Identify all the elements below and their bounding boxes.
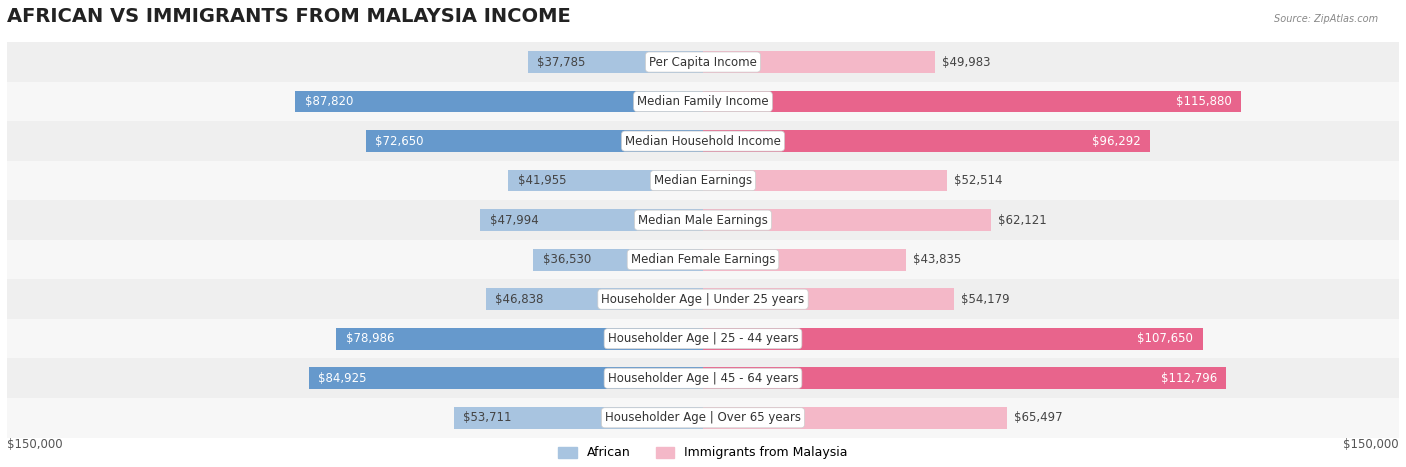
Bar bbox=[703, 368, 1226, 389]
Text: $87,820: $87,820 bbox=[305, 95, 353, 108]
Bar bbox=[533, 249, 703, 270]
Text: AFRICAN VS IMMIGRANTS FROM MALAYSIA INCOME: AFRICAN VS IMMIGRANTS FROM MALAYSIA INCO… bbox=[7, 7, 571, 27]
Text: $52,514: $52,514 bbox=[953, 174, 1002, 187]
Bar bbox=[7, 121, 1399, 161]
Bar bbox=[485, 288, 703, 310]
Text: $53,711: $53,711 bbox=[463, 411, 512, 425]
Bar bbox=[366, 130, 703, 152]
Text: $150,000: $150,000 bbox=[7, 438, 63, 451]
Bar bbox=[7, 200, 1399, 240]
Bar bbox=[7, 161, 1399, 200]
Text: $43,835: $43,835 bbox=[914, 253, 962, 266]
Bar bbox=[309, 368, 703, 389]
Bar bbox=[703, 249, 907, 270]
Legend: African, Immigrants from Malaysia: African, Immigrants from Malaysia bbox=[553, 441, 853, 465]
Bar bbox=[7, 240, 1399, 279]
Text: Per Capita Income: Per Capita Income bbox=[650, 56, 756, 69]
Text: $36,530: $36,530 bbox=[543, 253, 591, 266]
Text: $54,179: $54,179 bbox=[962, 293, 1010, 306]
Text: $37,785: $37,785 bbox=[537, 56, 585, 69]
Bar bbox=[703, 328, 1202, 350]
Bar bbox=[7, 319, 1399, 359]
Text: Householder Age | Under 25 years: Householder Age | Under 25 years bbox=[602, 293, 804, 306]
Text: Householder Age | 25 - 44 years: Householder Age | 25 - 44 years bbox=[607, 332, 799, 345]
Bar bbox=[703, 170, 946, 191]
Bar bbox=[295, 91, 703, 113]
Text: $84,925: $84,925 bbox=[318, 372, 367, 385]
Text: $112,796: $112,796 bbox=[1161, 372, 1218, 385]
Bar bbox=[7, 42, 1399, 82]
Text: $72,650: $72,650 bbox=[375, 134, 423, 148]
Text: Median Female Earnings: Median Female Earnings bbox=[631, 253, 775, 266]
Bar bbox=[703, 209, 991, 231]
Bar bbox=[336, 328, 703, 350]
Text: $46,838: $46,838 bbox=[495, 293, 543, 306]
Text: $115,880: $115,880 bbox=[1175, 95, 1232, 108]
Text: Median Earnings: Median Earnings bbox=[654, 174, 752, 187]
Text: Median Family Income: Median Family Income bbox=[637, 95, 769, 108]
Text: $107,650: $107,650 bbox=[1137, 332, 1194, 345]
Bar bbox=[703, 407, 1007, 429]
Text: $150,000: $150,000 bbox=[1343, 438, 1399, 451]
Text: Median Male Earnings: Median Male Earnings bbox=[638, 213, 768, 226]
Bar bbox=[7, 398, 1399, 438]
Text: $47,994: $47,994 bbox=[489, 213, 538, 226]
Bar bbox=[703, 91, 1240, 113]
Bar bbox=[481, 209, 703, 231]
Bar bbox=[7, 82, 1399, 121]
Bar bbox=[7, 279, 1399, 319]
Bar bbox=[7, 359, 1399, 398]
Text: $96,292: $96,292 bbox=[1092, 134, 1140, 148]
Bar bbox=[454, 407, 703, 429]
Text: Median Household Income: Median Household Income bbox=[626, 134, 780, 148]
Text: Householder Age | 45 - 64 years: Householder Age | 45 - 64 years bbox=[607, 372, 799, 385]
Text: $41,955: $41,955 bbox=[517, 174, 567, 187]
Bar bbox=[527, 51, 703, 73]
Text: Householder Age | Over 65 years: Householder Age | Over 65 years bbox=[605, 411, 801, 425]
Text: Source: ZipAtlas.com: Source: ZipAtlas.com bbox=[1274, 14, 1378, 24]
Text: $65,497: $65,497 bbox=[1014, 411, 1063, 425]
Bar bbox=[703, 288, 955, 310]
Text: $62,121: $62,121 bbox=[998, 213, 1047, 226]
Text: $78,986: $78,986 bbox=[346, 332, 394, 345]
Text: $49,983: $49,983 bbox=[942, 56, 990, 69]
Bar bbox=[703, 130, 1150, 152]
Bar bbox=[509, 170, 703, 191]
Bar bbox=[703, 51, 935, 73]
